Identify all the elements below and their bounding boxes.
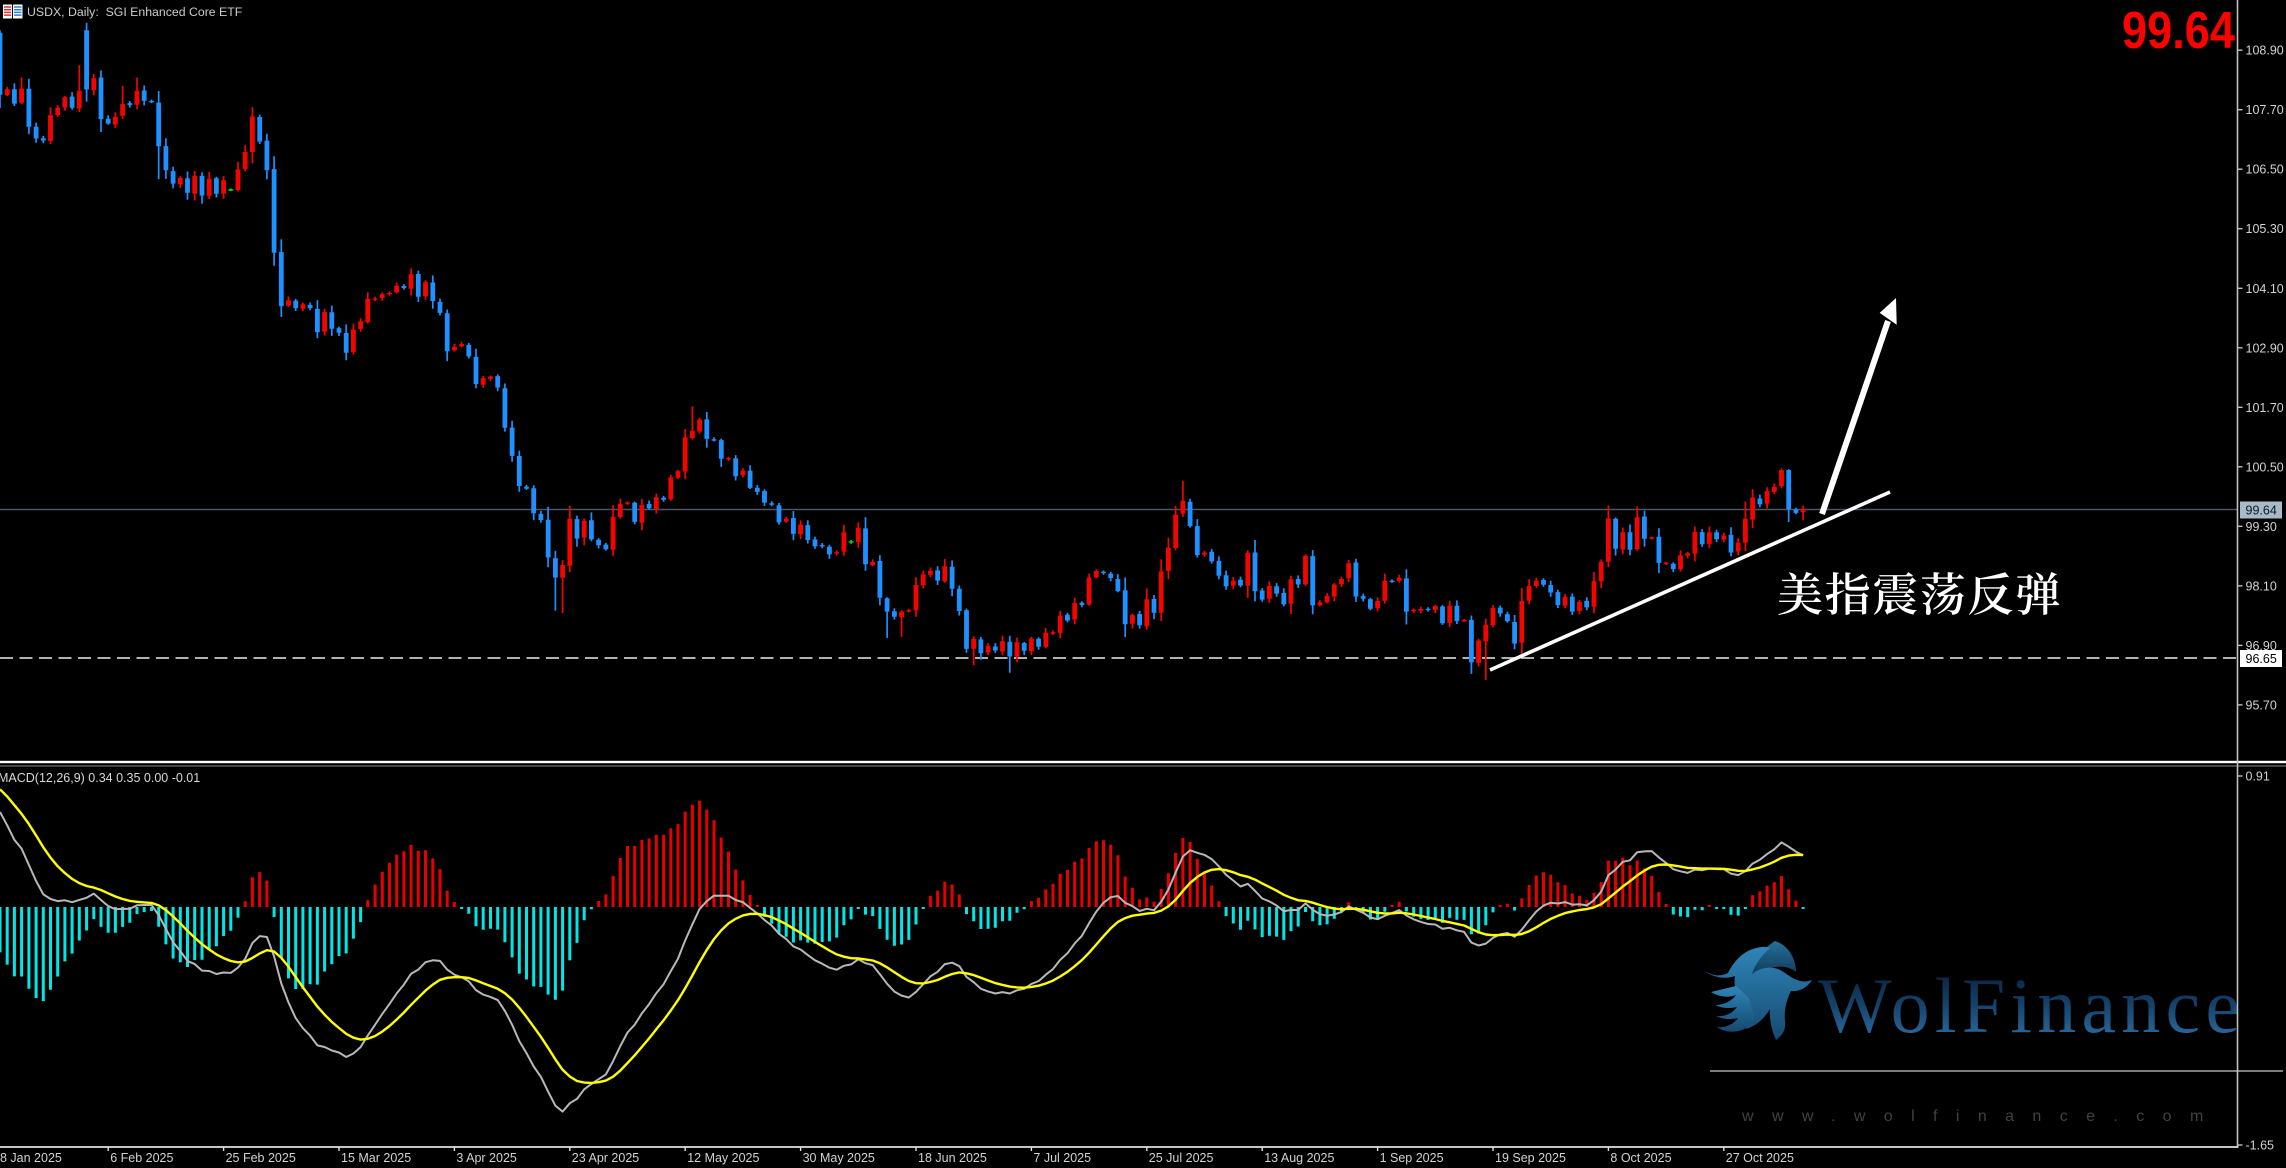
svg-text:99.30: 99.30 [2246,520,2277,534]
svg-text:15 Mar 2025: 15 Mar 2025 [341,1151,411,1165]
svg-text:100.50: 100.50 [2246,460,2284,474]
svg-text:8 Jan 2025: 8 Jan 2025 [0,1151,62,1165]
svg-text:105.30: 105.30 [2246,222,2284,236]
svg-text:3 Apr 2025: 3 Apr 2025 [456,1151,517,1165]
svg-text:MACD(12,26,9) 0.34 0.35 0.00 -: MACD(12,26,9) 0.34 0.35 0.00 -0.01 [0,771,200,785]
svg-text:12 May 2025: 12 May 2025 [687,1151,759,1165]
svg-text:104.10: 104.10 [2246,282,2284,296]
svg-text:25 Jul 2025: 25 Jul 2025 [1149,1151,1214,1165]
svg-text:19 Sep 2025: 19 Sep 2025 [1495,1151,1566,1165]
svg-text:13 Aug 2025: 13 Aug 2025 [1264,1151,1334,1165]
svg-text:0.91: 0.91 [2246,770,2270,784]
svg-text:25 Feb 2025: 25 Feb 2025 [226,1151,296,1165]
svg-text:18 Jun 2025: 18 Jun 2025 [918,1151,987,1165]
svg-text:27 Oct 2025: 27 Oct 2025 [1726,1151,1794,1165]
svg-text:99.64: 99.64 [2246,504,2277,518]
svg-text:www.wolfinance.com: www.wolfinance.com [1741,1108,2222,1125]
svg-text:23 Apr 2025: 23 Apr 2025 [572,1151,639,1165]
svg-text:USDX, Daily: SGI Enhanced Cor: USDX, Daily: SGI Enhanced Core ETF [27,5,243,19]
svg-text:96.65: 96.65 [2246,652,2277,666]
svg-text:108.90: 108.90 [2246,44,2284,58]
svg-text:-1.65: -1.65 [2246,1139,2275,1153]
svg-text:107.70: 107.70 [2246,103,2284,117]
svg-text:8 Oct 2025: 8 Oct 2025 [1610,1151,1671,1165]
svg-text:96.90: 96.90 [2246,639,2277,653]
svg-text:106.50: 106.50 [2246,163,2284,177]
svg-text:7 Jul 2025: 7 Jul 2025 [1033,1151,1091,1165]
svg-text:98.10: 98.10 [2246,579,2277,593]
svg-text:30 May 2025: 30 May 2025 [803,1151,875,1165]
svg-text:101.70: 101.70 [2246,401,2284,415]
svg-text:95.70: 95.70 [2246,698,2277,712]
svg-text:1 Sep 2025: 1 Sep 2025 [1380,1151,1444,1165]
svg-text:99.64: 99.64 [2122,2,2235,60]
svg-text:102.90: 102.90 [2246,341,2284,355]
svg-text:6 Feb 2025: 6 Feb 2025 [110,1151,173,1165]
svg-text:WolFinance: WolFinance [1818,962,2240,1049]
